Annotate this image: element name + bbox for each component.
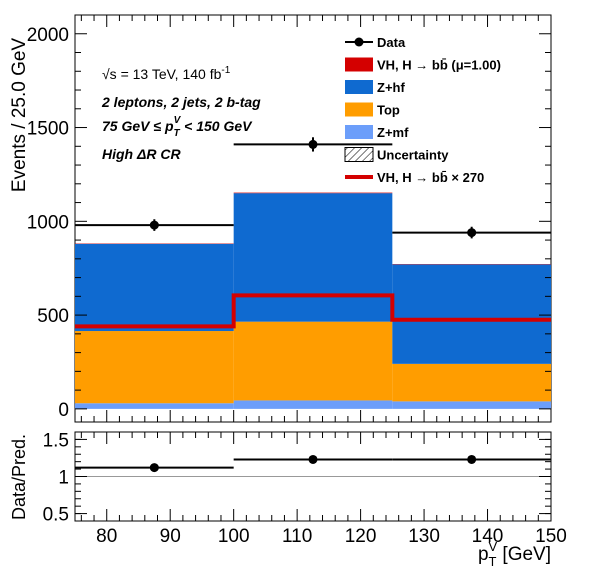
stack-bar-zhf-1 [233, 193, 393, 322]
annotation-cr: High ΔR CR [102, 146, 182, 162]
stack-bar-zmf-2 [392, 401, 551, 409]
stack-bar-top-0 [75, 331, 234, 404]
legend: Data VH, H → bb̄ (μ=1.00) Z+hf Top Z+mf Uncer… [344, 35, 501, 185]
x-tick-label-3: 110 [282, 526, 312, 547]
x-tick-label-7: 150 [535, 526, 567, 547]
y-tick-label-0: 0 [58, 400, 69, 421]
vh-scaled-line [75, 293, 551, 329]
legend-item-zmf: Z+mf [345, 125, 409, 140]
x-tick-label-2: 100 [218, 526, 250, 547]
stack-bar-zmf-1 [233, 400, 393, 409]
annotation-energy: √s = 13 TeV, 140 fb-1 [102, 65, 231, 82]
stack-bar-top-2 [392, 363, 551, 402]
ratio-point-2 [467, 454, 477, 464]
x-axis-ticks [80, 15, 552, 422]
x-tick-label-6: 140 [472, 526, 504, 547]
ratio-y-tick-label-1: 1 [58, 468, 69, 489]
legend-swatch-top [345, 102, 373, 117]
data-points [75, 137, 551, 239]
x-tick-label-5: 130 [408, 526, 440, 547]
legend-label-zmf: Z+mf [377, 125, 409, 140]
y-tick-label-1: 500 [37, 306, 69, 327]
y-axis: 0 500 1000 1500 2000 [27, 14, 551, 421]
legend-item-unc: Uncertainty [344, 147, 449, 163]
legend-item-zhf: Z+hf [345, 80, 405, 95]
data-point-0 [149, 220, 159, 230]
stack-bar-top-1 [233, 321, 393, 401]
main-plot-frame [74, 14, 552, 423]
legend-label-top: Top [377, 103, 400, 118]
legend-item-vh_scaled: VH, H → bb̄ × 270 [345, 170, 484, 185]
x-tick-label-4: 120 [345, 526, 377, 547]
stack-bar-zhf-0 [75, 243, 234, 332]
legend-swatch-zhf [345, 80, 373, 94]
stack-bar-zhf-2 [392, 264, 551, 364]
legend-item-vh: VH, H → bb̄ (μ=1.00) [345, 57, 501, 73]
ratio-y-tick-label-2: 1.5 [43, 430, 69, 451]
stack-bar-zmf-0 [75, 403, 234, 409]
stacked-histogram [75, 192, 551, 409]
legend-item-top: Top [345, 102, 400, 118]
data-point-2 [467, 228, 477, 238]
legend-swatch-hatch [344, 147, 374, 162]
x-axis-label: pTV [GeV] [478, 539, 551, 569]
annotation-block: √s = 13 TeV, 140 fb-1 2 leptons, 2 jets,… [101, 65, 261, 162]
vh-scaled-step [75, 293, 551, 329]
ratio-y-tick-label-0: 0.5 [43, 505, 69, 526]
legend-label-vh_scaled: VH, H → bb̄ × 270 [377, 170, 484, 185]
legend-marker-dot [354, 37, 364, 47]
annotation-region: 2 leptons, 2 jets, 2 b-tag [101, 94, 261, 110]
ratio-y-axis-label: Data/Pred. [9, 434, 29, 520]
legend-label-data: Data [377, 35, 406, 50]
legend-label-unc: Uncertainty [377, 148, 449, 163]
data-point-1 [308, 139, 318, 149]
stack-bar-vh-1 [233, 192, 393, 194]
ratio-point-0 [149, 463, 159, 473]
x-tick-label-0: 80 [96, 526, 117, 547]
ratio-y-axis: 0.5 1 1.5 [43, 430, 551, 526]
x-tick-label-1: 90 [160, 526, 181, 547]
legend-label-zhf: Z+hf [377, 80, 405, 95]
y-tick-label-4: 2000 [27, 25, 69, 46]
ratio-points [75, 454, 551, 473]
y-axis-label: Events / 25.0 GeV [9, 38, 30, 193]
ratio-panel: 0.5 1 1.5 80 90 100 110 120 130 140 150 Data/Pred… [9, 430, 567, 569]
ratio-point-1 [308, 454, 318, 464]
legend-swatch-vh [345, 57, 373, 72]
x-axis: 80 90 100 110 120 130 140 150 [80, 432, 567, 547]
legend-label-vh: VH, H → bb̄ (μ=1.00) [377, 58, 501, 73]
legend-item-data: Data [345, 35, 406, 50]
y-tick-label-3: 1500 [27, 119, 69, 140]
y-tick-label-2: 1000 [27, 212, 69, 233]
main-panel: 0 500 1000 1500 2000 Events / 25.0 GeV √s = … [9, 14, 552, 423]
legend-swatch-zmf [345, 125, 373, 139]
annotation-pt-range: 75 GeV ≤ pTV < 150 GeV [102, 115, 253, 139]
